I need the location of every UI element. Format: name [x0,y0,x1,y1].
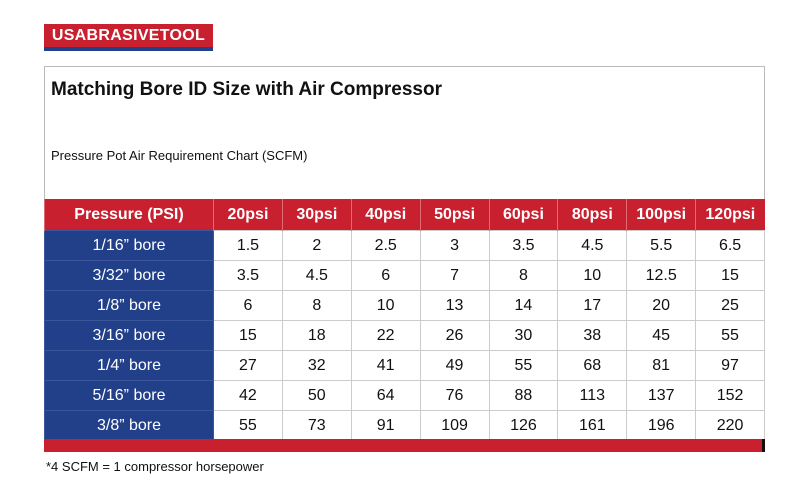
cell: 14 [488,290,559,321]
cell: 22 [350,320,421,351]
cell: 49 [419,350,490,381]
cell: 64 [350,380,421,411]
cell: 8 [488,260,559,291]
cell: 26 [419,320,490,351]
cell: 18 [281,320,352,351]
cell: 4.5 [557,230,628,261]
cell: 27 [213,350,283,381]
table-row: 3/8” bore 55 73 91 109 126 161 196 220 [44,410,765,441]
table-row: 1/8” bore 6 8 10 13 14 17 20 25 [44,290,765,321]
cell: 5.5 [626,230,697,261]
row-label: 3/8” bore [44,410,214,441]
logo: USABRASIVETOOL [44,24,213,51]
cell: 41 [350,350,421,381]
cell: 109 [419,410,490,441]
title: Matching Bore ID Size with Air Compresso… [51,79,442,100]
table: Pressure (PSI) 20psi 30psi 40psi 50psi 60psi 8… [44,199,765,441]
header-row: Pressure (PSI) 20psi 30psi 40psi 50psi 60psi 8… [44,199,765,231]
cell: 3 [419,230,490,261]
cell: 15 [213,320,283,351]
column-header: 30psi [281,199,352,231]
row-label: 1/16” bore [44,230,214,261]
column-header: 50psi [419,199,489,231]
footnote: *4 SCFM = 1 compressor horsepower [46,459,264,474]
cell: 137 [626,380,697,411]
cell: 55 [213,410,283,441]
cell: 88 [488,380,559,411]
cell: 113 [557,380,628,411]
cell: 55 [695,320,765,351]
cell: 97 [695,350,765,381]
cell: 20 [626,290,697,321]
column-header: 40psi [350,199,421,231]
row-label: 1/8” bore [44,290,214,321]
table-row: 1/4” bore 27 32 41 49 55 68 81 97 [44,350,765,381]
cell: 3.5 [488,230,559,261]
column-header: 80psi [557,199,627,231]
row-label: 3/16” bore [44,320,214,351]
cell: 13 [419,290,490,321]
row-label: 5/16” bore [44,380,214,411]
cell: 6 [350,260,421,291]
cell: 50 [281,380,352,411]
cell: 55 [488,350,559,381]
cell: 3.5 [213,260,283,291]
cell: 8 [281,290,352,321]
cell: 6.5 [695,230,765,261]
column-header: 20psi [213,199,283,231]
cell: 10 [557,260,628,291]
column-header: 100psi [626,199,696,231]
cell: 126 [488,410,559,441]
cell: 17 [557,290,628,321]
cell: 1.5 [213,230,283,261]
cell: 12.5 [626,260,697,291]
table-row: 5/16” bore 42 50 64 76 88 113 137 152 [44,380,765,411]
row-label: 1/4” bore [44,350,214,381]
cell: 30 [488,320,559,351]
cell: 32 [281,350,352,381]
cell: 68 [557,350,628,381]
cell: 42 [213,380,283,411]
cell: 4.5 [281,260,352,291]
cell: 45 [626,320,697,351]
subtitle: Pressure Pot Air Requirement Chart (SCFM… [51,148,308,163]
panel: Matching Bore ID Size with Air Compresso… [44,66,765,452]
cell: 91 [350,410,421,441]
cell: 38 [557,320,628,351]
cell: 196 [626,410,697,441]
column-header: 120psi [695,199,765,231]
cell: 152 [695,380,765,411]
cell: 220 [695,410,765,441]
table-body: 1/16” bore 1.5 2 2.5 3 3.5 4.5 5.5 6.5 3/32” bore… [44,230,765,441]
table-row: 1/16” bore 1.5 2 2.5 3 3.5 4.5 5.5 6.5 [44,230,765,261]
cell: 2 [281,230,352,261]
cell: 73 [281,410,352,441]
cell: 161 [557,410,628,441]
cell: 25 [695,290,765,321]
cell: 76 [419,380,490,411]
column-header: Pressure (PSI) [44,199,214,231]
column-header: 60psi [488,199,558,231]
cell: 15 [695,260,765,291]
cell: 2.5 [350,230,421,261]
table-row: 3/16” bore 15 18 22 26 30 38 45 55 [44,320,765,351]
table-row: 3/32” bore 3.5 4.5 6 7 8 10 12.5 15 [44,260,765,291]
row-label: 3/32” bore [44,260,214,291]
cell: 81 [626,350,697,381]
cell: 6 [213,290,283,321]
cell: 7 [419,260,490,291]
cell: 10 [350,290,421,321]
bottom-bar [44,439,765,452]
